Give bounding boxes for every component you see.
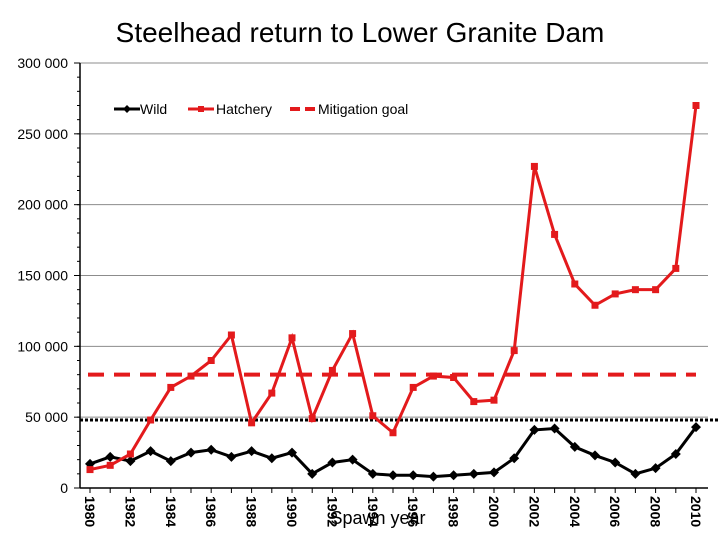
wild-point: [489, 467, 499, 478]
legend-label-wild: Wild: [140, 101, 167, 117]
x-tick-label: 1994: [365, 496, 381, 527]
hatchery-point: [652, 286, 660, 294]
x-tick-label: 1986: [203, 496, 219, 527]
hatchery-series-line: [89, 105, 698, 472]
hatchery-point: [288, 334, 296, 342]
hatchery-point: [490, 396, 498, 404]
hatchery-point: [551, 230, 559, 238]
x-tick-label: 1990: [284, 496, 300, 527]
wild-point: [125, 456, 136, 467]
axes: [79, 63, 708, 489]
hatchery-point: [207, 357, 215, 364]
wild-point: [549, 423, 560, 434]
hatchery-point: [349, 330, 357, 338]
y-tick-label: 150 000: [17, 268, 68, 284]
hatchery-point: [692, 102, 700, 109]
y-tick-label: 0: [60, 480, 68, 496]
legend-label-hatchery: Hatchery: [216, 101, 272, 117]
hatchery-point: [389, 429, 397, 437]
x-tick-label: 1992: [324, 496, 340, 527]
x-tick-label: 2002: [526, 496, 542, 527]
wild-point: [165, 456, 176, 467]
wild-point: [388, 470, 398, 481]
hatchery-point: [631, 286, 639, 294]
y-tick-label: 250 000: [17, 126, 68, 142]
hatchery-point: [672, 264, 680, 272]
x-tick-label: 1980: [82, 496, 98, 527]
x-tick-label: 2000: [486, 496, 502, 527]
y-tick-label: 100 000: [17, 338, 68, 354]
wild-point: [266, 453, 277, 464]
wild-point: [145, 446, 156, 457]
y-tick-label: 50 000: [25, 409, 68, 425]
wild-point: [287, 447, 297, 458]
x-tick-label: 2008: [648, 496, 664, 527]
hatchery-point: [86, 466, 94, 474]
legend-label-mitigation-goal: Mitigation goal: [318, 101, 408, 117]
hatchery-point: [369, 412, 377, 420]
wild-point: [347, 454, 358, 465]
hatchery-point: [167, 383, 175, 391]
wild-point: [246, 446, 257, 457]
hatchery-point: [591, 301, 599, 309]
y-axis-ticks: 0 50 000 100 000 150 000 200 000 250 000 300 0…: [17, 55, 80, 496]
wild-point: [327, 457, 338, 468]
x-axis-label: Spawn year: [330, 508, 425, 528]
x-tick-label: 2010: [688, 496, 704, 527]
wild-point: [428, 471, 439, 482]
hatchery-point: [248, 419, 256, 427]
wild-point: [509, 453, 520, 464]
x-tick-label: 1982: [122, 496, 138, 527]
hatchery-point: [450, 374, 458, 381]
y-tick-label: 300 000: [17, 55, 68, 71]
x-tick-label: 2006: [607, 496, 623, 527]
hatchery-point: [571, 280, 579, 288]
hatchery-point: [227, 331, 235, 339]
wild-point: [105, 451, 116, 462]
x-tick-label: 1996: [405, 496, 421, 527]
hatchery-point: [187, 372, 195, 380]
hatchery-point: [126, 450, 134, 458]
hatchery-point: [268, 389, 276, 397]
wild-point: [468, 468, 479, 479]
legend: Wild Hatchery Mitigation goal: [114, 101, 408, 117]
chart-title: Steelhead return to Lower Granite Dam: [116, 17, 605, 48]
wild-point: [367, 468, 378, 479]
x-tick-label: 1998: [446, 496, 462, 527]
wild-point: [630, 468, 641, 479]
x-tick-label: 1988: [244, 496, 260, 527]
wild-point: [307, 468, 318, 479]
x-axis-ticks: 1980 1982 1984 1986 1988 1990 1992 1994 1996 1998…: [82, 488, 704, 527]
wild-point: [186, 447, 196, 458]
hatchery-point: [328, 366, 336, 374]
wild-point: [408, 470, 419, 481]
hatchery-point: [470, 398, 478, 406]
wild-point: [569, 441, 580, 452]
wild-point: [590, 450, 600, 461]
wild-point: [529, 424, 540, 435]
legend-marker-wild: [123, 105, 131, 113]
hatchery-point: [308, 415, 316, 423]
wild-point: [448, 470, 459, 481]
hatchery-point: [510, 347, 518, 355]
hatchery-point: [409, 383, 417, 391]
x-tick-label: 1984: [163, 496, 179, 527]
y-tick-label: 200 000: [17, 197, 68, 213]
hatchery-point: [147, 416, 155, 424]
series-layer: [80, 102, 718, 482]
wild-point: [670, 449, 681, 459]
wild-point: [226, 451, 237, 462]
x-tick-label: 2004: [567, 496, 583, 527]
gridlines: [80, 62, 708, 418]
wild-point: [691, 422, 701, 433]
wild-point: [206, 444, 217, 455]
hatchery-point: [530, 162, 538, 170]
hatchery-point: [611, 290, 619, 298]
legend-marker-hatchery: [198, 106, 204, 112]
wild-point: [610, 457, 621, 468]
wild-point: [650, 463, 661, 474]
hatchery-point: [106, 461, 114, 469]
